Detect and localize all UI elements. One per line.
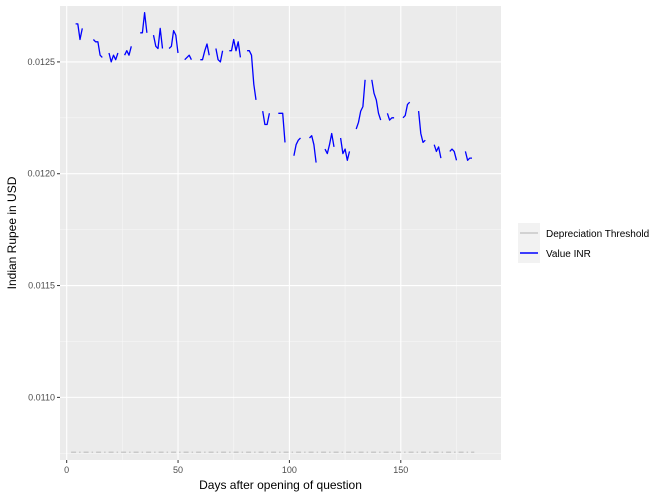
y-tick-label: 0.0110 (28, 392, 55, 402)
series-line-value-inr (309, 135, 317, 163)
series-line-value-inr (262, 110, 271, 126)
series-line-value-inr (339, 137, 351, 161)
major-gridlines (60, 6, 501, 460)
x-axis-title: Days after opening of question (199, 478, 362, 492)
series-line-value-inr (293, 137, 301, 156)
series-layer (71, 12, 475, 453)
minor-gridlines (60, 6, 501, 460)
series-line-value-inr (247, 50, 257, 100)
y-tick-label: 0.0125 (27, 57, 55, 67)
series-line-value-inr (152, 27, 164, 50)
series-line-value-inr (449, 148, 458, 161)
plot-panel (60, 6, 501, 460)
series-line-value-inr (75, 23, 83, 41)
x-tick-label: 150 (393, 465, 408, 475)
series-line-value-inr (140, 12, 148, 34)
series-line-value-inr (124, 46, 132, 56)
legend-label-depreciation-threshold: Depreciation Threshold (546, 229, 649, 240)
series-line-value-inr (229, 38, 242, 58)
series-line-value-inr (433, 144, 442, 159)
series-line-value-inr (168, 29, 179, 54)
y-axis: 0.0110 0.0115 0.0120 0.0125 (27, 57, 60, 402)
series-line-value-inr (371, 79, 382, 121)
y-axis-title: Indian Rupee in USD (5, 176, 19, 289)
legend-label-value-inr: Value INR (546, 249, 591, 260)
y-tick-label: 0.0120 (27, 169, 55, 179)
series-line-value-inr (417, 111, 426, 144)
series-line-value-inr (200, 43, 210, 61)
series-line-value-inr (184, 54, 192, 61)
x-axis: 0 50 100 150 (64, 460, 408, 475)
legend: Depreciation Threshold Value INR (518, 223, 649, 263)
series-line-value-inr (108, 52, 119, 63)
x-tick-label: 50 (173, 465, 183, 475)
series-line-value-inr (355, 79, 366, 130)
series-line-value-inr (386, 113, 395, 121)
series-line-value-inr (215, 48, 224, 63)
series-line-value-inr (464, 151, 472, 161)
y-tick-label: 0.0115 (28, 281, 55, 291)
series-line-value-inr (324, 132, 335, 155)
x-tick-label: 100 (282, 465, 297, 475)
series-line-value-inr (92, 39, 103, 58)
series-line-value-inr (278, 112, 286, 143)
series-line-value-inr (402, 101, 411, 119)
x-tick-label: 0 (64, 465, 69, 475)
